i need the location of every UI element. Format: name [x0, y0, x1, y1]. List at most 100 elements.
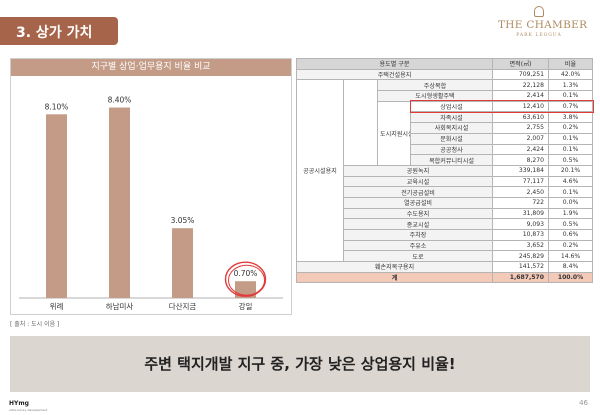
row-label: 교육시설: [342, 175, 494, 188]
row-area: 722: [492, 196, 550, 209]
bar: [172, 228, 193, 298]
footer-logo: HYmg ultra-luxury development: [9, 398, 47, 412]
row-ratio: 0.2%: [548, 239, 594, 252]
page-number: 46: [579, 399, 588, 407]
footer-logo-small: mg: [18, 400, 29, 407]
highlight-circle: [224, 261, 267, 297]
row-area: 3,652: [492, 239, 550, 252]
row-area: 10,873: [492, 229, 550, 241]
row-label: 사회복지시설: [409, 122, 494, 134]
row-label: 상업시설: [409, 100, 494, 113]
chart-title-bar: 지구별 상업·업무용지 비율 비교: [11, 59, 291, 76]
data-label: 0.70%: [234, 269, 258, 278]
row-area: 77,117: [492, 175, 550, 188]
header-area: 면적(㎡): [492, 58, 550, 70]
tick-label: 하남미사: [106, 301, 134, 311]
row-area: 2,450: [492, 186, 550, 198]
row-label: 도로: [342, 250, 494, 263]
total-label: 계: [295, 271, 494, 284]
bar: [109, 107, 130, 299]
table-row: 공공시설용지 주상복합 22,128 1.3%: [296, 79, 594, 263]
tick-label: 강일: [239, 301, 253, 311]
brand-sub: PARK LEGGUA: [516, 33, 562, 38]
row-ratio: 0.6%: [548, 229, 594, 241]
footer-tagline: ultra-luxury development: [9, 408, 48, 412]
table-row: 계 1,687,570 100.0%: [295, 271, 594, 284]
row-area: 2,414: [492, 90, 550, 102]
row-ratio: 42.0%: [548, 68, 594, 81]
row-ratio: 0.7%: [548, 100, 594, 113]
table-row: 훼손지복구용지 141,572 8.4%: [295, 261, 594, 273]
row-ratio: 1.3%: [548, 79, 594, 92]
section-tab: 3. 상가 가치: [0, 17, 118, 45]
row-ratio: 3.8%: [548, 111, 594, 124]
row-ratio: 0.5%: [548, 154, 594, 166]
row-label: 자족시설: [409, 111, 494, 124]
row-label: 주택건설용지: [295, 68, 494, 81]
table-row: 도로 245,829 14.6%: [297, 250, 594, 263]
subgroup-label-urban-support: 도시지원시설용지: [377, 100, 411, 166]
data-label: 8.40%: [108, 96, 132, 105]
row-area: 339,184: [492, 164, 550, 177]
crest-icon: [534, 6, 544, 17]
summary-banner: 주변 택지개발 지구 중, 가장 낮은 상업용지 비율!: [10, 336, 590, 392]
footer-logo-mark: HY: [9, 400, 19, 407]
bar: [46, 114, 67, 298]
row-label: 주유소: [342, 239, 494, 252]
row-area: 2,424: [492, 143, 550, 156]
table-row: 주택건설용지 709,251 42.0%: [295, 68, 594, 81]
row-label: 전기공급설비: [342, 186, 494, 198]
land-use-table: 용도별 구분 면적(㎡) 비율 주택건설용지 709,251 42.0% 공공시설용지 주상복…: [295, 58, 594, 284]
row-ratio: 0.0%: [548, 196, 594, 209]
row-area: 31,809: [492, 207, 550, 220]
row-ratio: 1.9%: [548, 207, 594, 220]
header-ratio: 비율: [548, 58, 594, 70]
row-area: 9,093: [492, 218, 550, 230]
row-label: 도시형생활주택: [376, 90, 494, 102]
data-label: 3.05%: [171, 216, 195, 225]
row-ratio: 0.2%: [548, 122, 594, 134]
chart-plot: 8.10% 위례 8.40% 하남미사 3.05% 다산지금 0.70% 강일: [19, 96, 283, 311]
chart-title: 지구별 상업·업무용지 비율 비교: [91, 62, 211, 72]
row-area: 12,410: [492, 100, 550, 113]
tick-label: 위례: [50, 301, 64, 311]
row-label: 공원녹지: [342, 164, 494, 177]
bar-chart: 지구별 상업·업무용지 비율 비교 8.10% 위례 8.40% 하남미사 3.05% 다…: [10, 58, 292, 315]
row-area: 22,128: [492, 79, 550, 92]
source-note: [ 출처 : 도시 이음 ]: [10, 321, 60, 328]
row-ratio: 8.4%: [548, 261, 594, 273]
row-area: 141,572: [492, 261, 550, 273]
brand-logo: THE CHAMBER PARK LEGGUA: [498, 6, 588, 52]
row-area: 245,829: [492, 250, 550, 263]
highlight-circle-inner: [228, 264, 265, 296]
total-area: 1,687,570: [492, 271, 550, 284]
row-ratio: 0.1%: [548, 132, 594, 145]
row-label: 훼손지복구용지: [295, 261, 494, 273]
total-ratio: 100.0%: [548, 271, 594, 284]
empty-subgroup-cell: [343, 79, 378, 166]
row-label: 열공급설비: [342, 196, 494, 209]
data-label: 8.10%: [45, 102, 69, 111]
section-title: 3. 상가 가치: [16, 25, 93, 41]
row-ratio: 14.6%: [548, 250, 594, 263]
row-area: 2,007: [492, 132, 550, 145]
row-area: 63,610: [492, 111, 550, 124]
row-ratio: 0.5%: [548, 218, 594, 230]
row-ratio: 0.1%: [548, 186, 594, 198]
row-label: 공공청사: [409, 143, 494, 156]
row-area: 709,251: [492, 68, 550, 81]
group-label-public: 공공시설용지: [296, 79, 344, 263]
row-label: 주상복합: [376, 79, 494, 92]
row-ratio: 0.1%: [548, 143, 594, 156]
row-ratio: 4.6%: [548, 175, 594, 188]
header-category: 용도별 구분: [295, 58, 494, 70]
row-ratio: 0.1%: [548, 90, 594, 102]
table-row: 주유소 3,652 0.2%: [297, 239, 594, 252]
row-label: 주차장: [342, 229, 494, 241]
banner-text: 주변 택지개발 지구 중, 가장 낮은 상업용지 비율!: [144, 355, 456, 373]
row-ratio: 20.1%: [548, 164, 594, 177]
tick-label: 다산지금: [169, 301, 197, 311]
row-area: 8,270: [492, 154, 550, 166]
brand-name: THE CHAMBER: [498, 19, 588, 31]
row-label: 복합커뮤니티시설: [409, 154, 494, 166]
